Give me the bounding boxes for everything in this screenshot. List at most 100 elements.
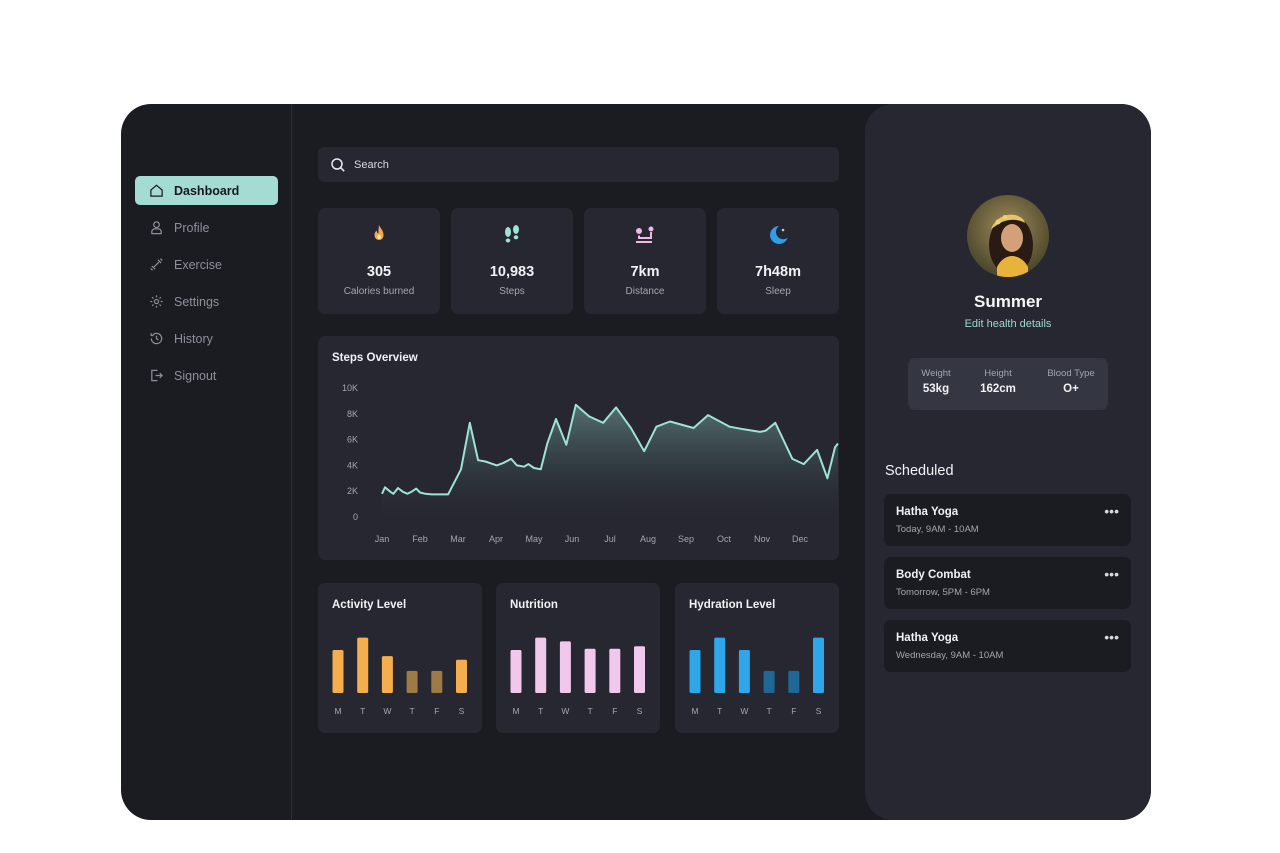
stat-label: Distance	[625, 286, 665, 297]
metric-weight: Weight 53kg	[908, 368, 964, 395]
stat-value: 305	[366, 264, 392, 280]
bar	[634, 646, 645, 693]
sidebar-item-exercise[interactable]: Exercise	[135, 250, 278, 279]
x-tick-label: S	[637, 706, 643, 716]
chart-title: Steps Overview	[332, 352, 418, 364]
search-bar[interactable]	[318, 147, 839, 182]
hydration-level-panel: Hydration Level M T W T F S	[675, 583, 839, 733]
x-tick-label: W	[740, 706, 748, 716]
activity-level-panel: Activity Level M T W T F S	[318, 583, 482, 733]
x-tick-label: T	[766, 706, 771, 716]
metric-label: Height	[984, 368, 1012, 379]
x-tick-label: F	[791, 706, 796, 716]
scheduled-item[interactable]: Hatha Yoga Today, 9AM - 10AM •••	[884, 494, 1131, 546]
scheduled-item[interactable]: Body Combat Tomorrow, 5PM - 6PM •••	[884, 557, 1131, 609]
stat-card-distance: 7km Distance	[584, 208, 706, 314]
signout-icon	[151, 369, 163, 382]
more-dots-icon[interactable]: •••	[1104, 566, 1119, 582]
bar	[559, 641, 571, 693]
stat-card-sleep: 7h48m Sleep	[717, 208, 839, 314]
x-tick-label: T	[538, 706, 543, 716]
sidebar-item-label: Signout	[174, 368, 217, 383]
app-window: Dashboard Profile Exercise Settings Hist…	[121, 104, 1151, 820]
stat-card-calories: 305 Calories burned	[318, 208, 440, 314]
metric-label: Weight	[921, 368, 951, 379]
steps-overview-panel: Steps Overview 10K 8K 6K 4K 2K 0 Jan Feb Mar Apr M…	[318, 336, 839, 560]
bar	[406, 670, 418, 693]
x-tick-label: M	[691, 706, 698, 716]
stat-card-steps: 10,983 Steps	[451, 208, 573, 314]
y-tick-label: 4K	[347, 460, 358, 470]
bar	[714, 637, 726, 693]
home-icon	[150, 184, 163, 197]
bar	[738, 649, 750, 693]
stat-value: 7km	[630, 264, 660, 280]
x-tick-label: Apr	[489, 534, 503, 544]
y-tick-label: 10K	[342, 383, 358, 393]
bar	[510, 649, 522, 693]
x-tick-label: Dec	[792, 534, 809, 544]
bar	[584, 648, 596, 693]
x-tick-label: T	[717, 706, 722, 716]
profile-name: Summer	[973, 292, 1043, 311]
stat-label: Calories burned	[343, 286, 415, 297]
dumbbell-icon	[150, 258, 163, 271]
bar	[357, 637, 369, 693]
x-tick-label: Sep	[678, 534, 694, 544]
scheduled-item-name: Hatha Yoga	[896, 632, 959, 644]
sidebar-item-label: Dashboard	[174, 183, 240, 198]
chart-title: Nutrition	[510, 599, 558, 611]
more-dots-icon[interactable]: •••	[1104, 503, 1119, 519]
gear-icon	[150, 295, 163, 308]
x-tick-label: F	[612, 706, 617, 716]
bar	[332, 649, 344, 693]
search-icon	[331, 157, 345, 172]
stat-value: 10,983	[489, 264, 535, 280]
sidebar-item-label: Settings	[174, 294, 220, 309]
main-content: 305 Calories burned 10,983 Steps 7km Dis…	[292, 104, 865, 820]
scheduled-item-time: Tomorrow, 5PM - 6PM	[896, 587, 990, 598]
x-tick-label: F	[434, 706, 439, 716]
x-tick-label: W	[383, 706, 391, 716]
sidebar-item-label: History	[174, 331, 213, 346]
sidebar-item-history[interactable]: History	[135, 324, 278, 353]
edit-health-details-link[interactable]: Edit health details	[964, 318, 1052, 330]
x-tick-label: T	[587, 706, 592, 716]
scheduled-item-name: Hatha Yoga	[896, 506, 959, 518]
y-tick-label: 8K	[347, 409, 358, 419]
user-icon	[151, 221, 162, 235]
metric-value: O+	[1063, 383, 1079, 395]
sidebar-item-settings[interactable]: Settings	[135, 287, 278, 316]
x-tick-label: May	[525, 534, 543, 544]
bar	[813, 637, 824, 693]
x-tick-label: M	[334, 706, 341, 716]
steps-series-line	[381, 403, 839, 496]
avatar[interactable]	[967, 195, 1049, 277]
sidebar-item-label: Profile	[174, 220, 210, 235]
sidebar-item-dashboard[interactable]: Dashboard	[135, 176, 278, 205]
bar	[609, 648, 621, 693]
metric-label: Blood Type	[1047, 368, 1095, 379]
x-tick-label: Jul	[604, 534, 616, 544]
x-tick-label: S	[816, 706, 822, 716]
x-tick-label: M	[512, 706, 519, 716]
bar	[381, 656, 393, 693]
metric-height: Height 162cm	[970, 368, 1026, 395]
scheduled-item[interactable]: Hatha Yoga Wednesday, 9AM - 10AM •••	[884, 620, 1131, 672]
sidebar-item-signout[interactable]: Signout	[135, 361, 278, 390]
metric-blood-type: Blood Type O+	[1040, 368, 1102, 395]
search-input[interactable]	[354, 158, 834, 171]
x-tick-label: S	[459, 706, 465, 716]
y-tick-label: 0	[353, 512, 358, 522]
more-dots-icon[interactable]: •••	[1104, 629, 1119, 645]
x-tick-label: Jun	[565, 534, 580, 544]
sidebar-item-label: Exercise	[174, 257, 222, 272]
scheduled-item-name: Body Combat	[896, 569, 971, 581]
scheduled-item-time: Today, 9AM - 10AM	[896, 524, 979, 535]
metric-value: 53kg	[922, 383, 950, 395]
bar	[456, 659, 467, 693]
sidebar-item-profile[interactable]: Profile	[135, 213, 278, 242]
x-tick-label: Oct	[717, 534, 732, 544]
